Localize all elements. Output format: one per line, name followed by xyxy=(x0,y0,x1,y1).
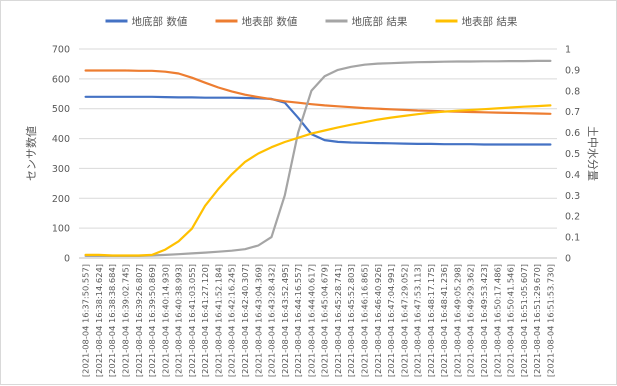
y-right-tick-label: 0.3 xyxy=(565,191,580,202)
x-tick-label: [2021-08-04 16:41:03.055] xyxy=(187,264,197,377)
x-tick-label: [2021-08-04 16:37:50.557] xyxy=(81,264,91,377)
y-left-tick-label: 500 xyxy=(52,104,70,115)
x-tick-label: [2021-08-04 16:42:16.245] xyxy=(227,264,237,377)
y-left-tick-label: 100 xyxy=(52,224,70,235)
y-right-tick-label: 0.1 xyxy=(565,233,580,244)
x-tick-label: [2021-08-04 16:42:40.307] xyxy=(240,264,250,377)
y-left-tick-label: 200 xyxy=(52,194,70,205)
x-tick-label: [2021-08-04 16:40:38.993] xyxy=(174,264,184,377)
series-line-2 xyxy=(84,69,552,115)
y-right-tick-label: 0.8 xyxy=(565,86,580,97)
y-right-axis-title: 土中水分量 xyxy=(586,126,599,181)
y-left-tick-label: 700 xyxy=(52,45,70,56)
x-tick-label: [2021-08-04 16:41:52.184] xyxy=(213,264,223,377)
x-tick-label: [2021-08-04 16:40:14.930] xyxy=(160,264,170,377)
y-right-tick-label: 0.5 xyxy=(565,149,580,160)
x-tick-label: [2021-08-04 16:50:17.486] xyxy=(492,264,502,377)
y-right-tick-label: 0.9 xyxy=(565,65,580,76)
x-tick-label: [2021-08-04 16:45:52.803] xyxy=(346,264,356,377)
series-line-1 xyxy=(84,95,552,146)
y-left-tick-label: 300 xyxy=(52,164,70,175)
legend-label-1: 地底部 数値 xyxy=(132,15,188,28)
y-right-tick-label: 0 xyxy=(565,254,571,265)
y-right-tick-label: 0.6 xyxy=(565,128,580,139)
x-tick-label: [2021-08-04 16:51:53.730] xyxy=(545,264,555,377)
x-tick-label: [2021-08-04 16:45:04.679] xyxy=(320,264,330,377)
x-tick-label: [2021-08-04 16:39:02.745] xyxy=(120,264,130,377)
y-right-tick-label: 0.2 xyxy=(565,212,580,223)
y-left-tick-label: 0 xyxy=(64,254,70,265)
x-tick-label: [2021-08-04 16:43:04.369] xyxy=(253,264,263,377)
x-tick-label: [2021-08-04 16:48:17.175] xyxy=(426,264,436,377)
y-right-tick-label: 0.4 xyxy=(565,170,580,181)
x-tick-label: [2021-08-04 16:41:27.120] xyxy=(200,264,210,377)
x-tick-label: [2021-08-04 16:46:16.865] xyxy=(359,264,369,377)
x-tick-label: [2021-08-04 16:44:40.617] xyxy=(306,264,316,377)
legend-label-3: 地底部 結果 xyxy=(352,15,408,28)
x-tick-label: [2021-08-04 16:46:40.926] xyxy=(373,264,383,377)
x-tick-label: [2021-08-04 16:47:53.113] xyxy=(413,264,423,377)
y-right-tick-label: 1 xyxy=(565,45,571,56)
y-left-tick-label: 400 xyxy=(52,134,70,145)
legend-label-2: 地表部 数値 xyxy=(242,15,298,28)
x-tick-label: [2021-08-04 16:43:28.432] xyxy=(267,264,277,377)
y-right-tick-label: 0.7 xyxy=(565,107,580,118)
x-tick-label: [2021-08-04 16:49:53.423] xyxy=(479,264,489,377)
x-tick-label: [2021-08-04 16:49:29.362] xyxy=(466,264,476,377)
x-tick-label: [2021-08-04 16:47:04.991] xyxy=(386,264,396,377)
series-line-3 xyxy=(84,59,552,257)
x-tick-label: [2021-08-04 16:51:29.670] xyxy=(532,264,542,377)
x-tick-label: [2021-08-04 16:39:26.807] xyxy=(134,264,144,377)
x-tick-label: [2021-08-04 16:39:50.869] xyxy=(147,264,157,377)
y-left-axis-title: センサ数値 xyxy=(25,126,38,181)
x-tick-label: [2021-08-04 16:49:05.298] xyxy=(452,264,462,377)
x-tick-label: [2021-08-04 16:44:16.557] xyxy=(293,264,303,377)
x-tick-label: [2021-08-04 16:38:38.684] xyxy=(107,264,117,377)
y-left-tick-label: 600 xyxy=(52,74,70,85)
legend-label-4: 地表部 結果 xyxy=(462,15,518,28)
x-tick-label: [2021-08-04 16:50:41.546] xyxy=(506,264,516,377)
x-tick-label: [2021-08-04 16:47:29.052] xyxy=(399,264,409,377)
x-tick-label: [2021-08-04 16:45:28.741] xyxy=(333,264,343,377)
x-tick-label: [2021-08-04 16:51:05.607] xyxy=(519,264,529,377)
x-tick-label: [2021-08-04 16:38:14.624] xyxy=(94,264,104,377)
series-line-4 xyxy=(84,104,552,257)
x-tick-label: [2021-08-04 16:48:41.236] xyxy=(439,264,449,377)
x-tick-label: [2021-08-04 16:43:52.495] xyxy=(280,264,290,377)
